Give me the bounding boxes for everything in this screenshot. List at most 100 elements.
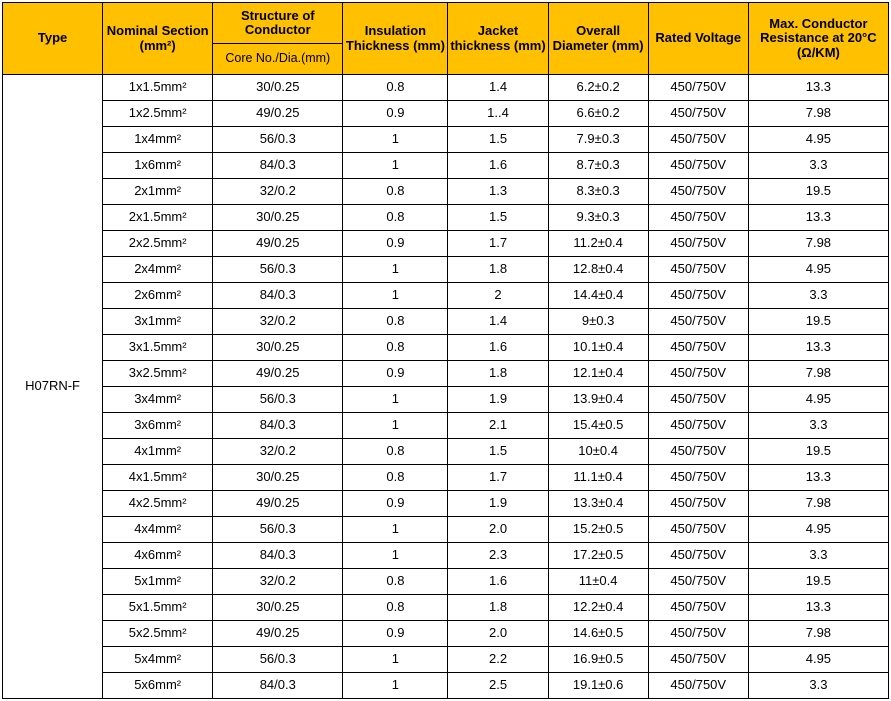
cell-voltage: 450/750V xyxy=(648,101,748,127)
cell-jacket: 1.3 xyxy=(448,179,548,205)
cell-nominal: 3x1.5mm² xyxy=(103,335,213,361)
cell-structure: 49/0.25 xyxy=(213,621,343,647)
cell-overall: 17.2±0.5 xyxy=(548,543,648,569)
cell-overall: 12.2±0.4 xyxy=(548,595,648,621)
cell-insulation: 0.8 xyxy=(343,439,448,465)
table-body: H07RN-F1x1.5mm²30/0.250.81.46.2±0.2450/7… xyxy=(3,75,889,699)
cell-voltage: 450/750V xyxy=(648,543,748,569)
cell-structure: 49/0.25 xyxy=(213,361,343,387)
cell-resistance: 3.3 xyxy=(748,413,888,439)
cell-nominal: 1x2.5mm² xyxy=(103,101,213,127)
table-row: 2x6mm²84/0.31214.4±0.4450/750V3.3 xyxy=(3,283,889,309)
cell-jacket: 1.7 xyxy=(448,231,548,257)
table-row: 5x2.5mm²49/0.250.92.014.6±0.5450/750V7.9… xyxy=(3,621,889,647)
cell-resistance: 3.3 xyxy=(748,673,888,699)
cell-voltage: 450/750V xyxy=(648,439,748,465)
cell-jacket: 1.6 xyxy=(448,153,548,179)
cell-jacket: 1.8 xyxy=(448,595,548,621)
cell-jacket: 1.8 xyxy=(448,361,548,387)
cell-nominal: 2x6mm² xyxy=(103,283,213,309)
cell-structure: 84/0.3 xyxy=(213,153,343,179)
table-row: 2x1.5mm²30/0.250.81.59.3±0.3450/750V13.3 xyxy=(3,205,889,231)
cell-nominal: 3x2.5mm² xyxy=(103,361,213,387)
cell-nominal: 3x1mm² xyxy=(103,309,213,335)
cell-insulation: 0.9 xyxy=(343,491,448,517)
cell-voltage: 450/750V xyxy=(648,465,748,491)
type-cell: H07RN-F xyxy=(3,75,103,699)
cell-resistance: 13.3 xyxy=(748,595,888,621)
cell-voltage: 450/750V xyxy=(648,517,748,543)
cell-nominal: 4x6mm² xyxy=(103,543,213,569)
cell-nominal: 4x1mm² xyxy=(103,439,213,465)
cell-voltage: 450/750V xyxy=(648,153,748,179)
table-row: 4x4mm²56/0.312.015.2±0.5450/750V4.95 xyxy=(3,517,889,543)
cell-voltage: 450/750V xyxy=(648,127,748,153)
cell-structure: 30/0.25 xyxy=(213,595,343,621)
cell-structure: 30/0.25 xyxy=(213,75,343,101)
cell-nominal: 5x6mm² xyxy=(103,673,213,699)
cell-voltage: 450/750V xyxy=(648,673,748,699)
cell-structure: 56/0.3 xyxy=(213,127,343,153)
cell-resistance: 4.95 xyxy=(748,127,888,153)
table-row: 3x2.5mm²49/0.250.91.812.1±0.4450/750V7.9… xyxy=(3,361,889,387)
cell-resistance: 19.5 xyxy=(748,439,888,465)
cell-insulation: 0.8 xyxy=(343,465,448,491)
cell-jacket: 2.0 xyxy=(448,517,548,543)
table-row: 5x4mm²56/0.312.216.9±0.5450/750V4.95 xyxy=(3,647,889,673)
cell-structure: 84/0.3 xyxy=(213,413,343,439)
cell-resistance: 19.5 xyxy=(748,179,888,205)
cell-nominal: 4x2.5mm² xyxy=(103,491,213,517)
cell-jacket: 1.6 xyxy=(448,335,548,361)
cell-nominal: 1x6mm² xyxy=(103,153,213,179)
table-row: 2x4mm²56/0.311.812.8±0.4450/750V4.95 xyxy=(3,257,889,283)
cell-insulation: 0.8 xyxy=(343,205,448,231)
cell-resistance: 19.5 xyxy=(748,309,888,335)
cell-insulation: 1 xyxy=(343,283,448,309)
cell-overall: 6.6±0.2 xyxy=(548,101,648,127)
cell-nominal: 2x2.5mm² xyxy=(103,231,213,257)
cell-insulation: 0.9 xyxy=(343,361,448,387)
col-resistance: Max. Conductor Resistance at 20°C (Ω/KM) xyxy=(748,3,888,75)
table-row: 4x1mm²32/0.20.81.510±0.4450/750V19.5 xyxy=(3,439,889,465)
cell-overall: 14.4±0.4 xyxy=(548,283,648,309)
cell-structure: 49/0.25 xyxy=(213,101,343,127)
col-voltage: Rated Voltage xyxy=(648,3,748,75)
cell-resistance: 4.95 xyxy=(748,387,888,413)
cell-overall: 13.9±0.4 xyxy=(548,387,648,413)
cell-insulation: 0.8 xyxy=(343,335,448,361)
cell-jacket: 2.1 xyxy=(448,413,548,439)
cell-nominal: 4x1.5mm² xyxy=(103,465,213,491)
cell-jacket: 1.4 xyxy=(448,75,548,101)
cell-overall: 10±0.4 xyxy=(548,439,648,465)
cell-structure: 32/0.2 xyxy=(213,439,343,465)
cell-insulation: 0.9 xyxy=(343,231,448,257)
cell-jacket: 2.5 xyxy=(448,673,548,699)
col-structure-sub: Core No./Dia.(mm) xyxy=(213,44,343,75)
cell-voltage: 450/750V xyxy=(648,309,748,335)
cell-nominal: 1x1.5mm² xyxy=(103,75,213,101)
cell-insulation: 0.8 xyxy=(343,75,448,101)
cell-voltage: 450/750V xyxy=(648,75,748,101)
cell-overall: 13.3±0.4 xyxy=(548,491,648,517)
cell-overall: 15.2±0.5 xyxy=(548,517,648,543)
cell-jacket: 2.2 xyxy=(448,647,548,673)
cell-overall: 16.9±0.5 xyxy=(548,647,648,673)
cell-jacket: 1.5 xyxy=(448,127,548,153)
cell-overall: 6.2±0.2 xyxy=(548,75,648,101)
table-row: 4x6mm²84/0.312.317.2±0.5450/750V3.3 xyxy=(3,543,889,569)
table-row: 1x4mm²56/0.311.57.9±0.3450/750V4.95 xyxy=(3,127,889,153)
cell-structure: 49/0.25 xyxy=(213,491,343,517)
cell-jacket: 1..4 xyxy=(448,101,548,127)
cell-overall: 10.1±0.4 xyxy=(548,335,648,361)
cell-nominal: 2x4mm² xyxy=(103,257,213,283)
cell-overall: 12.8±0.4 xyxy=(548,257,648,283)
table-row: 2x2.5mm²49/0.250.91.711.2±0.4450/750V7.9… xyxy=(3,231,889,257)
cell-overall: 11.1±0.4 xyxy=(548,465,648,491)
cell-voltage: 450/750V xyxy=(648,569,748,595)
cell-resistance: 7.98 xyxy=(748,231,888,257)
cell-insulation: 1 xyxy=(343,647,448,673)
cell-jacket: 1.9 xyxy=(448,491,548,517)
cell-structure: 30/0.25 xyxy=(213,335,343,361)
cell-structure: 30/0.25 xyxy=(213,465,343,491)
cell-nominal: 3x4mm² xyxy=(103,387,213,413)
